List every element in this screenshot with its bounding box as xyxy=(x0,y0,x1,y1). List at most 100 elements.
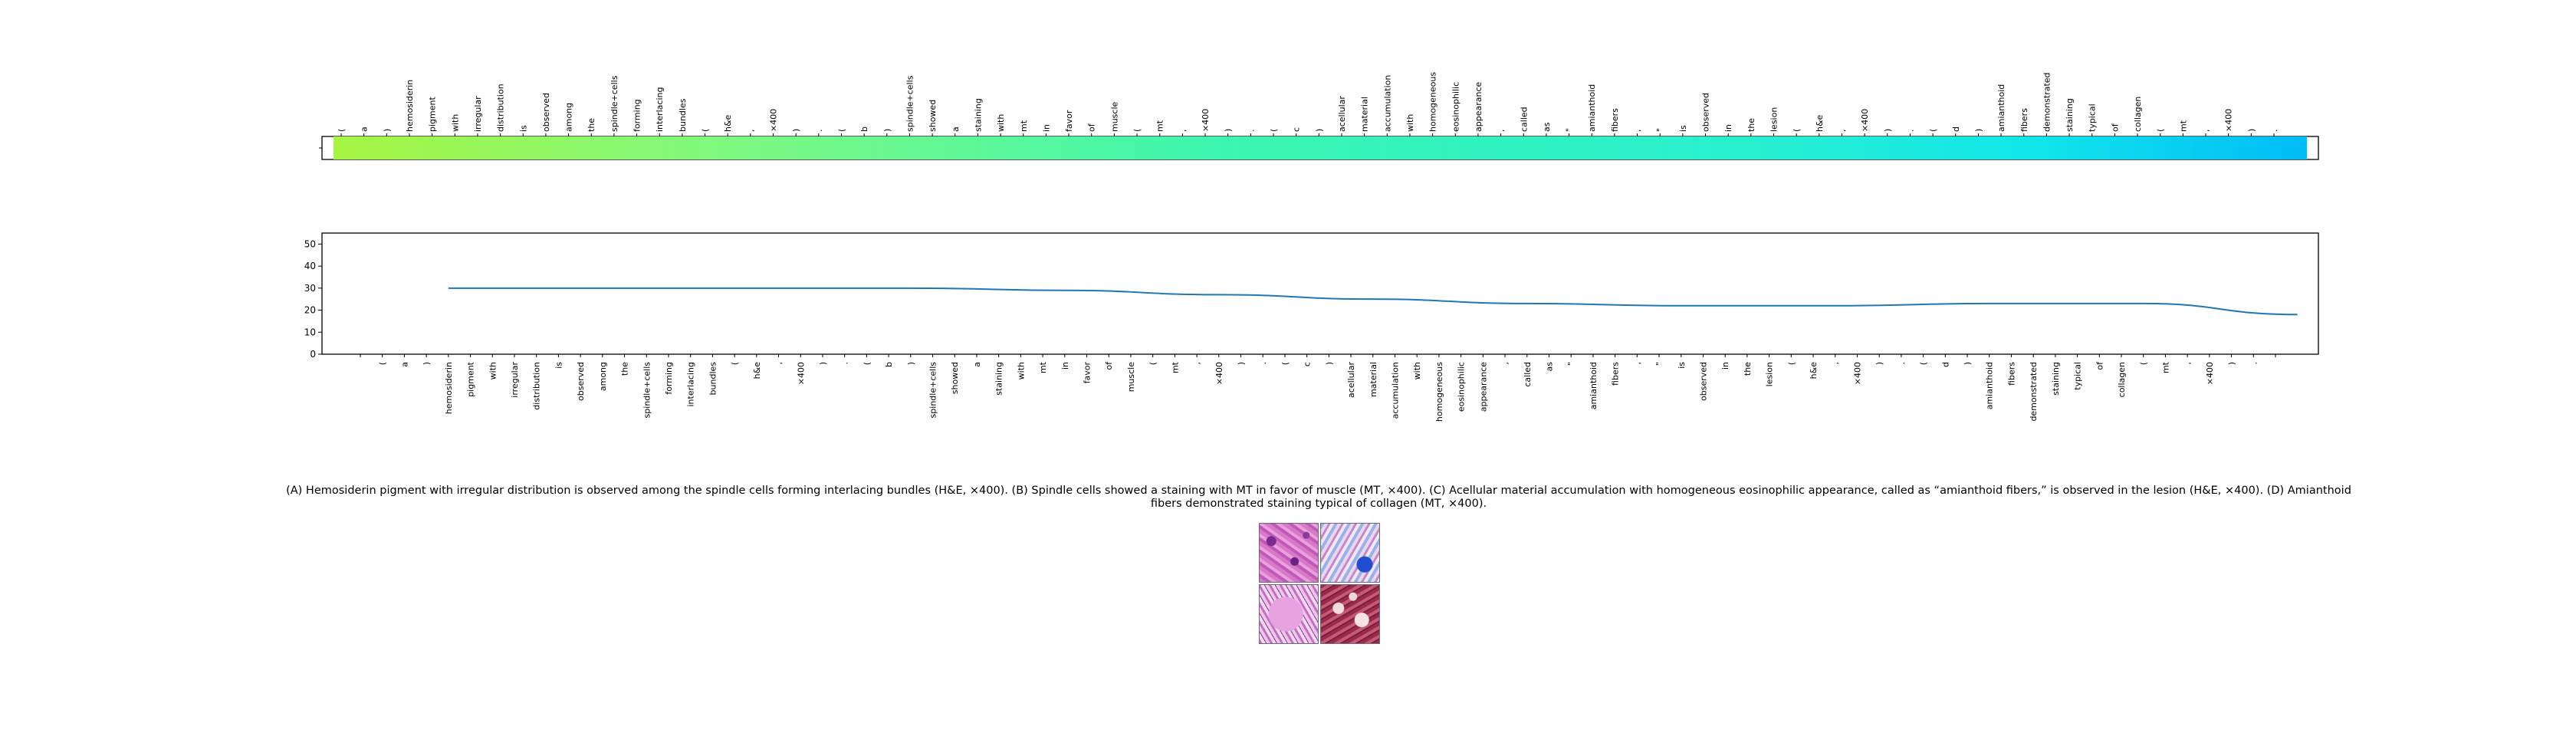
x-tick-label: ( xyxy=(1919,362,1929,365)
x-tick-label: d xyxy=(1940,362,1950,367)
heatmap-token-label: ( xyxy=(1928,129,1938,132)
x-tick-label: ) xyxy=(1963,362,1973,365)
x-tick-label: ) xyxy=(1324,362,1334,365)
heatmap-token-label: amianthoid xyxy=(1587,84,1597,132)
x-tick-label: homogeneous xyxy=(1434,362,1444,422)
x-tick-label: hemosiderin xyxy=(444,362,454,414)
heatmap-token-label: . xyxy=(814,130,824,133)
x-tick-label: appearance xyxy=(1478,362,1488,412)
heatmap-token-label: mt xyxy=(2178,120,2188,132)
x-tick-label: h&e xyxy=(1809,362,1819,380)
y-axis: 0 10 20 30 40 50 xyxy=(304,238,322,360)
x-tick-label: . xyxy=(1258,362,1268,365)
x-tick-label: with xyxy=(1016,362,1026,380)
heatmap-token-label: ) xyxy=(1224,129,1234,132)
x-tick-label: c xyxy=(1303,362,1313,366)
heatmap-token-label: spindle+cells xyxy=(610,75,619,132)
heatmap-token-label: bundles xyxy=(678,98,688,132)
plot-frame xyxy=(321,232,2319,355)
line-chart: 0 10 20 30 40 50 (a) hemosiderin pigment with irr… xyxy=(304,232,2319,422)
heatmap-token-label: ) xyxy=(382,129,392,132)
x-tick-label: is xyxy=(554,362,564,369)
heatmap-token-label: ×400 xyxy=(769,109,779,132)
x-tick-label: called xyxy=(1523,362,1533,387)
heatmap-token-label: favor xyxy=(1064,110,1074,132)
x-tick-label: " xyxy=(1654,362,1664,366)
heatmap-token-label: " xyxy=(1655,128,1665,132)
heatmap-token-label: the xyxy=(586,118,596,132)
heatmap-token-label: , xyxy=(746,130,756,133)
x-tick-label: staining xyxy=(994,362,1004,396)
heatmap-token-label: ( xyxy=(337,129,347,132)
x-tick-label: fibers xyxy=(2006,362,2016,386)
series-line xyxy=(448,287,2298,316)
x-tick-label: eosinophilic xyxy=(1457,362,1467,412)
x-tick-label: muscle xyxy=(1126,362,1136,393)
x-tick-label: ( xyxy=(1148,362,1158,365)
y-tick-label: 50 xyxy=(304,238,316,249)
x-tick-label: spindle+cells xyxy=(642,362,652,419)
x-tick-label: in xyxy=(1060,362,1070,370)
x-tick-label: . xyxy=(2249,362,2259,365)
heatmap-token-label: c xyxy=(1292,127,1302,132)
x-tick-label: demonstrated xyxy=(2029,362,2039,422)
heatmap-token-label: collagen xyxy=(2133,97,2143,132)
heatmap-token-label: h&e xyxy=(1815,114,1825,132)
heatmap-token-label: demonstrated xyxy=(2042,72,2052,132)
x-tick-label: pigment xyxy=(466,361,476,396)
heatmap-token-label: forming xyxy=(632,99,642,132)
x-tick-label: the xyxy=(1743,362,1753,376)
x-tick-label: ×400 xyxy=(796,362,806,385)
x-tick-label: fibers xyxy=(1611,362,1621,386)
heatmap-token-label: ) xyxy=(882,129,892,132)
x-tick-label: . xyxy=(840,362,850,365)
x-tick-label: b xyxy=(884,362,894,367)
heatmap-token-label: , xyxy=(1497,130,1506,133)
x-tick-label: observed xyxy=(576,362,586,401)
histology-figure xyxy=(1259,523,1382,646)
heatmap-token-label: among xyxy=(564,103,574,132)
heatmap-token-label: , xyxy=(2201,130,2211,133)
heatmap-token-label: acellular xyxy=(1337,96,1347,132)
x-tick-label: a xyxy=(972,362,982,367)
heatmap-token-label: of xyxy=(1087,123,1097,132)
x-tick-label: ) xyxy=(2227,362,2237,365)
x-tick-label: staining xyxy=(2051,362,2061,396)
x-tick-label: amianthoid xyxy=(1985,362,1995,409)
heatmap-token-label: mt xyxy=(1019,120,1029,132)
heatmap-token-label: " xyxy=(1565,128,1575,132)
heatmap-token-label: lesion xyxy=(1769,107,1779,132)
x-tick-label: , xyxy=(2183,362,2193,365)
heatmap-token-label: d xyxy=(1951,127,1961,132)
heatmap-token-label: . xyxy=(2269,130,2279,133)
x-tick-label: ×400 xyxy=(2205,362,2215,385)
y-tick-label: 10 xyxy=(304,327,316,337)
x-tick-label: ( xyxy=(1786,362,1796,365)
heatmap-token-label: material xyxy=(1360,97,1370,132)
heatmap-token-label: b xyxy=(859,127,869,132)
heatmap-token-label: observed xyxy=(541,93,551,132)
heatmap-token-label: ×400 xyxy=(2224,109,2234,132)
heatmap-strip xyxy=(334,136,2307,159)
heatmap-token-label: the xyxy=(1746,118,1756,132)
heatmap-token-label: in xyxy=(1041,124,1051,132)
heatmap-token-label: homogeneous xyxy=(1428,72,1438,132)
x-tick-label: mt xyxy=(2160,361,2170,373)
y-tick-label: 40 xyxy=(304,261,316,271)
heatmap-token-label: a xyxy=(360,127,370,132)
heatmap-token-label: mt xyxy=(1155,120,1165,132)
heatmap-token-label: ( xyxy=(2156,129,2166,132)
y-tick-label: 0 xyxy=(310,349,316,360)
heatmap-token-label: observed xyxy=(1701,93,1711,132)
heatmap-token-label: h&e xyxy=(723,114,733,132)
x-tick-label: ) xyxy=(818,362,828,365)
x-tick-label: ) xyxy=(1875,362,1884,365)
x-tick-label: , xyxy=(774,362,784,365)
heatmap-token-label: ( xyxy=(836,129,846,132)
heatmap-token-label: ) xyxy=(1314,129,1324,132)
x-tick-label: h&e xyxy=(752,362,762,380)
x-tick-label: ) xyxy=(1237,362,1247,365)
heatmap-token-label: called xyxy=(1519,107,1529,132)
heatmap-token-label: eosinophilic xyxy=(1451,82,1460,132)
